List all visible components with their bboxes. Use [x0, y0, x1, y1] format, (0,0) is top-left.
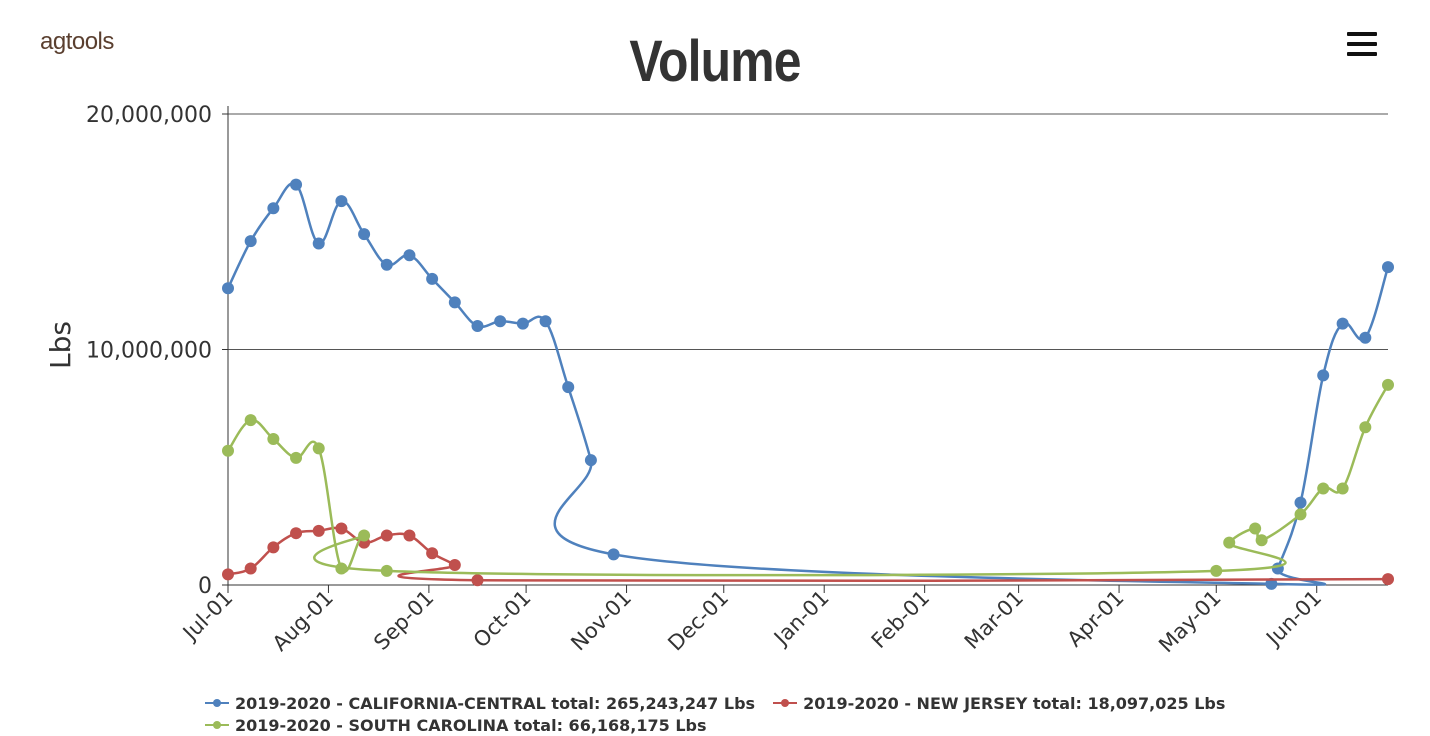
data-point-2019-2020-new-jersey: [290, 527, 303, 540]
legend-item-south-carolina[interactable]: 2019-2020 - SOUTH CAROLINA total: 66,168…: [205, 716, 707, 735]
data-point-2019-2020-california-central: [607, 548, 620, 561]
series-line-2019-2020-south-carolina: [226, 384, 1390, 577]
data-point-2019-2020-south-carolina: [312, 442, 325, 455]
data-point-2019-2020-california-central: [539, 315, 552, 328]
data-point-2019-2020-california-central: [562, 381, 575, 394]
menu-bar: [1347, 32, 1377, 36]
data-point-2019-2020-south-carolina: [1382, 378, 1394, 391]
legend-row: 2019-2020 - SOUTH CAROLINA total: 66,168…: [205, 714, 1243, 736]
data-point-2019-2020-california-central: [1359, 331, 1372, 344]
series-layer: [222, 178, 1394, 590]
data-point-2019-2020-south-carolina: [380, 564, 393, 577]
data-point-2019-2020-south-carolina: [290, 451, 303, 464]
series-line-2019-2020-california-central: [226, 182, 1390, 586]
data-point-2019-2020-california-central: [584, 454, 597, 467]
data-point-2019-2020-south-carolina: [1210, 564, 1223, 577]
data-point-2019-2020-california-central: [222, 282, 234, 295]
series-line-2019-2020-new-jersey: [227, 526, 1389, 583]
data-point-2019-2020-california-central: [312, 237, 325, 250]
data-point-2019-2020-new-jersey: [426, 547, 439, 560]
legend-item-new-jersey[interactable]: 2019-2020 - NEW JERSEY total: 18,097,025…: [773, 694, 1225, 713]
data-point-2019-2020-new-jersey: [380, 529, 393, 542]
data-point-2019-2020-california-central: [516, 317, 529, 330]
data-point-2019-2020-new-jersey: [448, 558, 461, 571]
x-tick-label: Mar-01: [960, 586, 1028, 654]
legend-label: 2019-2020 - CALIFORNIA-CENTRAL total: 26…: [235, 693, 756, 713]
y-tick-label: 10,000,000: [86, 339, 212, 364]
y-tick-label: 0: [198, 574, 212, 599]
x-tick-label: May-01: [1154, 586, 1226, 658]
data-point-2019-2020-california-central: [290, 178, 303, 191]
data-point-2019-2020-south-carolina: [1223, 536, 1236, 549]
y-tick-label: 20,000,000: [86, 103, 212, 128]
hamburger-menu-icon[interactable]: [1347, 32, 1377, 58]
chart-title: Volume: [629, 29, 801, 94]
data-point-2019-2020-california-central: [426, 272, 439, 285]
data-point-2019-2020-california-central: [358, 228, 371, 241]
data-point-2019-2020-california-central: [403, 249, 416, 262]
x-tick-label: Nov-01: [566, 586, 636, 656]
data-point-2019-2020-california-central: [1294, 496, 1307, 509]
data-point-2019-2020-california-central: [494, 315, 507, 328]
data-point-2019-2020-california-central: [244, 235, 257, 248]
x-tick-label: Oct-01: [469, 586, 536, 653]
data-point-2019-2020-south-carolina: [1336, 482, 1349, 495]
data-point-2019-2020-south-carolina: [358, 529, 371, 542]
data-point-2019-2020-new-jersey: [335, 522, 348, 535]
data-point-2019-2020-new-jersey: [403, 529, 416, 542]
y-axis-label: Lbs: [44, 321, 77, 369]
data-point-2019-2020-south-carolina: [1255, 534, 1268, 547]
data-point-2019-2020-south-carolina: [1359, 421, 1372, 434]
data-point-2019-2020-south-carolina: [335, 562, 348, 575]
x-tick-label: Sep-01: [369, 586, 438, 655]
menu-bar: [1347, 52, 1377, 56]
legend-symbol: [205, 698, 229, 708]
x-tick-label: Feb-01: [867, 586, 935, 654]
data-point-2019-2020-california-central: [448, 296, 461, 309]
data-point-2019-2020-south-carolina: [1294, 508, 1307, 521]
x-tick-label: Jan-01: [768, 586, 834, 652]
data-point-2019-2020-south-carolina: [1317, 482, 1330, 495]
data-point-2019-2020-new-jersey: [222, 568, 234, 581]
agtools-logo: agtools: [40, 28, 114, 55]
grid-layer: [228, 113, 1388, 350]
legend-label: 2019-2020 - SOUTH CAROLINA total: 66,168…: [235, 715, 707, 735]
chart-legend: 2019-2020 - CALIFORNIA-CENTRAL total: 26…: [205, 692, 1243, 736]
data-point-2019-2020-south-carolina: [222, 444, 234, 457]
data-point-2019-2020-south-carolina: [1249, 522, 1262, 535]
x-tick-label: Apr-01: [1063, 586, 1129, 652]
x-tick-label: Aug-01: [268, 586, 338, 656]
data-point-2019-2020-california-central: [335, 195, 348, 208]
data-point-2019-2020-california-central: [267, 202, 280, 215]
data-point-2019-2020-new-jersey: [244, 562, 257, 575]
x-tick-label: Dec-01: [663, 586, 733, 656]
data-point-2019-2020-new-jersey: [471, 574, 484, 587]
legend-item-california-central[interactable]: 2019-2020 - CALIFORNIA-CENTRAL total: 26…: [205, 694, 755, 713]
menu-bar: [1347, 42, 1377, 46]
legend-label: 2019-2020 - NEW JERSEY total: 18,097,025…: [803, 693, 1226, 713]
data-point-2019-2020-new-jersey: [312, 524, 325, 537]
data-point-2019-2020-california-central: [1317, 369, 1330, 382]
data-point-2019-2020-new-jersey: [267, 541, 280, 554]
x-tick-label: Jun-01: [1260, 586, 1326, 652]
data-point-2019-2020-california-central: [380, 258, 393, 271]
data-point-2019-2020-california-central: [471, 319, 484, 332]
data-point-2019-2020-south-carolina: [244, 414, 257, 427]
data-point-2019-2020-south-carolina: [267, 432, 280, 445]
legend-symbol: [773, 698, 798, 708]
legend-symbol: [205, 720, 229, 730]
data-point-2019-2020-california-central: [1382, 261, 1394, 274]
data-point-2019-2020-california-central: [1265, 577, 1278, 590]
data-point-2019-2020-new-jersey: [1382, 573, 1394, 586]
data-point-2019-2020-california-central: [1336, 317, 1349, 330]
legend-row: 2019-2020 - CALIFORNIA-CENTRAL total: 26…: [205, 692, 1243, 714]
